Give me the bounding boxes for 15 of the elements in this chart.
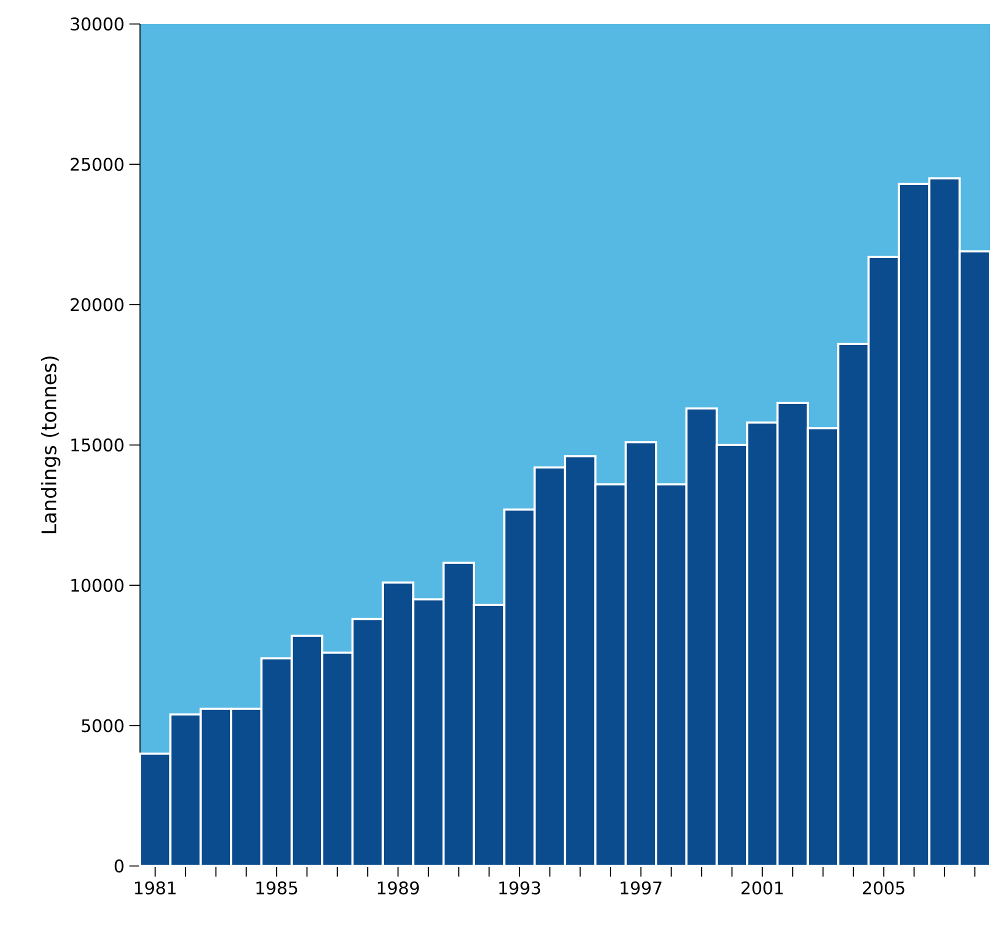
y-tick-label: 0 [114, 859, 124, 873]
y-tick-label: 20000 [70, 298, 124, 312]
x-tick-label: 1993 [499, 881, 540, 894]
x-tick-label: 1989 [378, 881, 419, 894]
x-tick-label: 2001 [742, 881, 783, 894]
y-tick-label: 5000 [82, 719, 124, 732]
y-tick-label: 10000 [71, 578, 124, 592]
x-tick-label: 1981 [135, 881, 176, 894]
y-tick-label: 30000 [70, 17, 124, 31]
x-tick-label: 1997 [620, 881, 662, 894]
y-tick-label: 15000 [71, 438, 124, 452]
y-axis-title: Landings (tonnes) [40, 356, 60, 534]
x-tick-label: 2005 [862, 881, 904, 894]
y-tick-label: 25000 [70, 158, 124, 171]
x-tick-label: 1985 [256, 881, 298, 894]
